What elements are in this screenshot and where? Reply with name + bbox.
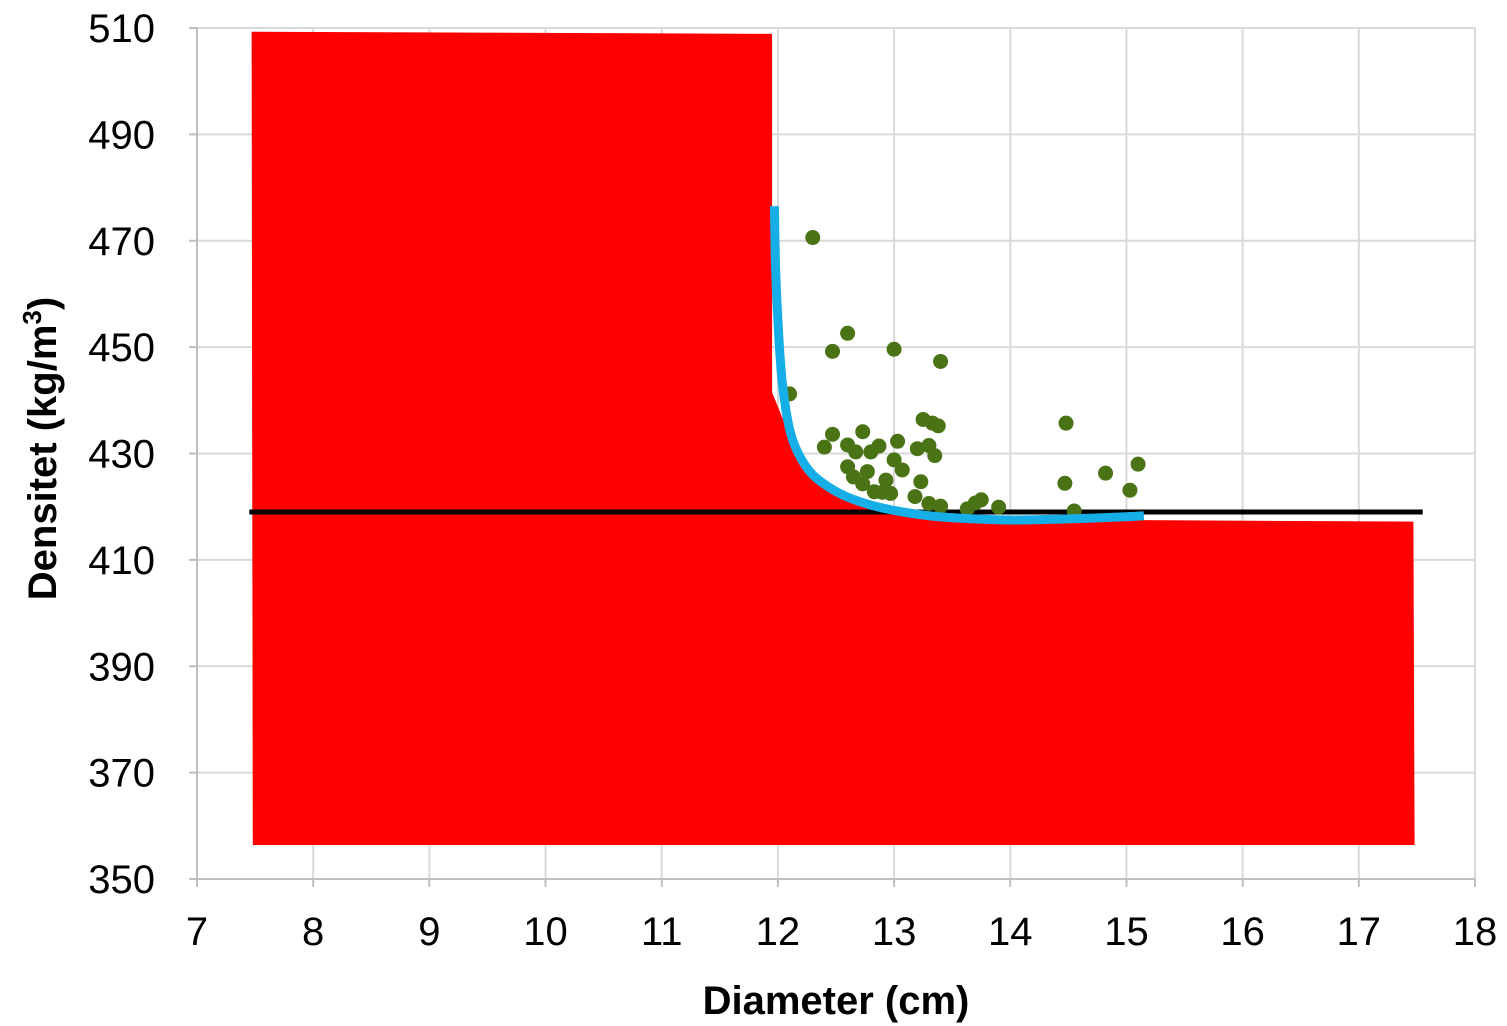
data-point: [909, 441, 925, 457]
data-point: [840, 325, 856, 341]
x-tick-label: 15: [1104, 910, 1149, 954]
x-tick-label: 16: [1220, 910, 1265, 954]
data-point: [1130, 456, 1146, 472]
y-tick-label: 470: [88, 220, 155, 264]
x-tick-label: 9: [418, 910, 440, 954]
axes: [189, 27, 1476, 887]
y-axis-title-main: Densitet (kg/m: [21, 325, 65, 601]
y-tick-label: 410: [88, 539, 155, 583]
data-point: [921, 495, 937, 511]
data-point: [825, 426, 841, 442]
data-point: [894, 462, 910, 478]
data-point: [890, 433, 906, 449]
data-point: [886, 341, 902, 357]
data-point: [886, 452, 902, 468]
x-tick-label: 14: [988, 910, 1033, 954]
data-point: [825, 343, 841, 359]
x-axis-title: Diameter (cm): [703, 979, 970, 1023]
data-point: [1057, 475, 1073, 491]
data-point: [927, 448, 943, 464]
x-tick-label: 11: [641, 910, 683, 954]
y-axis-title: Densitet (kg/m3): [17, 297, 65, 600]
x-tick-label: 18: [1453, 910, 1498, 954]
y-axis-title-superscript: 3: [17, 310, 47, 324]
data-point: [878, 472, 894, 488]
fitted-curve: [769, 206, 1145, 525]
data-point: [859, 464, 875, 480]
y-tick-label: 490: [88, 113, 155, 157]
data-point: [855, 476, 871, 492]
data-point: [930, 418, 946, 434]
filled-region-layer: [251, 31, 1415, 845]
x-tick-label: 10: [523, 910, 568, 954]
data-point: [1122, 482, 1138, 498]
data-point: [1058, 415, 1074, 431]
fitted-curve-layer: [769, 206, 1145, 525]
y-tick-label: 430: [88, 433, 155, 477]
x-tick-label: 12: [756, 910, 801, 954]
y-axis-title-close: ): [21, 297, 65, 310]
data-point: [855, 424, 871, 440]
data-point: [883, 485, 899, 501]
data-points-layer: [782, 230, 1146, 519]
y-tick-label: 450: [88, 326, 155, 370]
x-tick-label: 8: [302, 910, 324, 954]
filled-region: [251, 31, 1415, 845]
y-tick-label: 350: [88, 858, 155, 902]
data-point: [907, 489, 923, 505]
data-point: [805, 230, 821, 246]
data-point: [871, 438, 887, 454]
data-point: [933, 353, 949, 369]
data-point: [933, 498, 949, 514]
x-tick-label: 13: [872, 910, 917, 954]
data-point: [913, 474, 929, 490]
data-point: [1098, 465, 1114, 481]
data-point: [848, 444, 864, 460]
tick-labels: 7 8 9 10 11 12 13 14 15 16 17 18 350 370 390 410 430 450 4…: [88, 7, 1497, 954]
data-point: [973, 492, 989, 508]
data-point: [991, 499, 1007, 515]
y-tick-label: 390: [88, 645, 155, 689]
y-tick-label: 370: [88, 752, 155, 796]
x-tick-label: 17: [1337, 910, 1382, 954]
data-point: [816, 439, 832, 455]
x-tick-label: 7: [186, 910, 208, 954]
y-tick-label: 510: [88, 7, 155, 51]
